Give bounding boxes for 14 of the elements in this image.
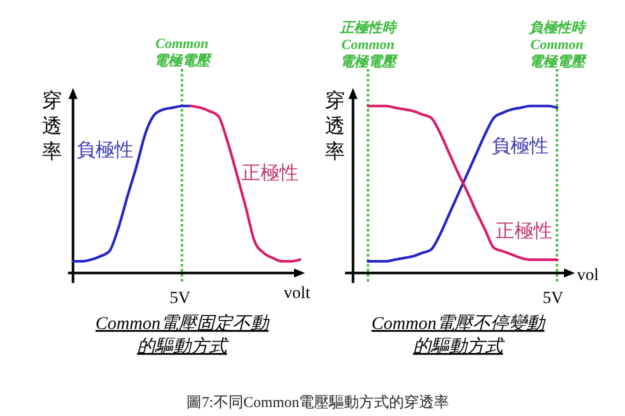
x-axis-title: volt xyxy=(284,283,310,302)
y-axis-title: 穿透率 xyxy=(325,88,345,163)
series-label: 負極性 xyxy=(492,135,548,157)
caption: 圖7:不同Common電壓驅動方式的穿透率 xyxy=(186,394,450,411)
text: 正極性時Common電極電壓 xyxy=(339,20,399,70)
text: 負極性時Common電極電壓 xyxy=(528,20,588,70)
x-axis-title: vol xyxy=(577,265,599,284)
series-label: 負極性 xyxy=(76,139,134,161)
series-label: 正極性 xyxy=(242,162,298,184)
text: Common電極電壓 xyxy=(154,37,213,69)
y-axis-title: 穿透率 xyxy=(42,88,62,163)
text: 5V xyxy=(542,288,564,307)
series-label: 正極性 xyxy=(496,220,552,242)
text: 5V xyxy=(170,288,192,307)
